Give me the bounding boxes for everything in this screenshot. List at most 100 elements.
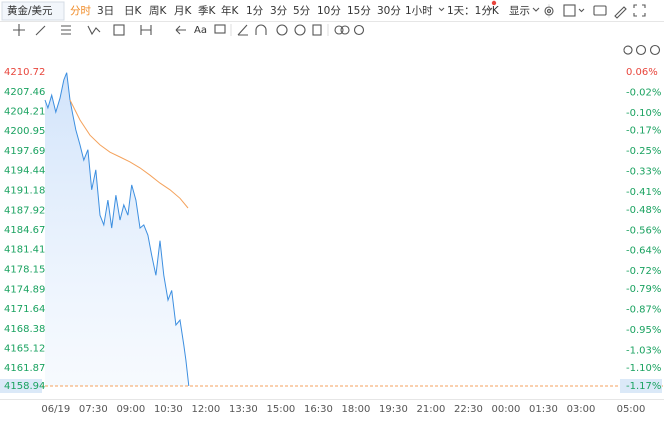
- y-tick-label: 4191.18: [4, 185, 45, 196]
- y-tick-label: 4207.46: [4, 87, 45, 98]
- hide-tool[interactable]: [294, 24, 306, 36]
- y2-tick-label: -0.87%: [626, 304, 661, 315]
- chevron[interactable]: [578, 8, 585, 13]
- x-tick-label: 13:30: [229, 404, 258, 415]
- x-tick-label: 15:00: [266, 404, 295, 415]
- y-tick-label: 4158.94: [4, 381, 45, 392]
- magnet-tool[interactable]: [255, 24, 267, 35]
- price-line: [44, 72, 190, 387]
- y2-tick-label: -0.33%: [626, 167, 661, 178]
- y2-tick-label: -0.10%: [626, 108, 661, 119]
- y-tick-label: 4168.38: [4, 324, 45, 335]
- y-tick-label: 4194.44: [4, 166, 45, 177]
- compare-tool[interactable]: [334, 25, 344, 35]
- period-tab[interactable]: 分时: [70, 5, 91, 17]
- x-tick-label: 06/19: [41, 404, 70, 415]
- y-tick-label: 4171.64: [4, 304, 45, 315]
- chevron[interactable]: [486, 7, 493, 12]
- period-tab[interactable]: 周K: [149, 5, 167, 17]
- channel-tool[interactable]: [61, 25, 71, 35]
- y-tick-label: 4197.69: [4, 146, 45, 157]
- fullscreen-icon[interactable]: [633, 4, 646, 17]
- period-tab[interactable]: 3分: [270, 5, 288, 17]
- last-pct-box: [620, 379, 662, 393]
- chart: 4210.72 4207.46 4204.21 4200.95 4197.69 4194.…: [0, 67, 664, 415]
- y2-tick-label: 0.06%: [626, 67, 658, 78]
- period-tab[interactable]: 30分: [377, 5, 401, 17]
- crosshair-tool[interactable]: [13, 24, 25, 36]
- y-tick-label: 4181.41: [4, 245, 45, 256]
- y2-tick-label: -0.95%: [626, 325, 661, 336]
- x-tick-label: 22:30: [454, 404, 483, 415]
- last-price-box: [0, 379, 42, 393]
- x-tick-label: 03:00: [567, 404, 596, 415]
- chevron[interactable]: [532, 7, 540, 12]
- compare-tool[interactable]: [340, 25, 350, 35]
- period-tab[interactable]: 15分: [347, 5, 371, 17]
- x-tick-label: 10:30: [154, 404, 183, 415]
- average-line: [69, 99, 189, 209]
- zoom-in[interactable]: [649, 44, 661, 56]
- x-tick-label: 21:00: [417, 404, 446, 415]
- measure-tool[interactable]: [140, 25, 152, 35]
- display-menu[interactable]: 显示: [509, 5, 530, 17]
- y-tick-label: 4161.87: [4, 363, 45, 374]
- y-tick-label: 4204.21: [4, 106, 45, 117]
- ruler-tool[interactable]: [237, 24, 248, 36]
- y-tick-label: 4178.15: [4, 265, 45, 276]
- layout-icon[interactable]: [563, 4, 576, 17]
- price-area: [45, 72, 189, 386]
- period-tab[interactable]: 1小时: [405, 5, 433, 17]
- period-tab[interactable]: 1分: [246, 5, 264, 17]
- y-tick-label: 4165.12: [4, 344, 45, 355]
- settings-icon[interactable]: [544, 6, 554, 16]
- period-tab[interactable]: 5分: [293, 5, 311, 17]
- y-tick-label: 4210.72: [4, 67, 45, 78]
- x-tick-label: 05:00: [617, 404, 646, 415]
- delete-tool[interactable]: [312, 24, 322, 36]
- pen-icon[interactable]: [614, 6, 627, 19]
- period-tab[interactable]: 月K: [174, 5, 192, 17]
- chart-settings[interactable]: [353, 24, 365, 36]
- period-tab[interactable]: 1天：1分K: [447, 5, 500, 17]
- undo-icon[interactable]: [623, 45, 633, 55]
- y-tick-label: 4184.67: [4, 225, 45, 236]
- y2-tick-label: -0.72%: [626, 266, 661, 277]
- period-tab[interactable]: 年K: [221, 4, 239, 17]
- y2-tick-label: -1.03%: [626, 345, 661, 356]
- period-tab[interactable]: 3日: [97, 5, 114, 17]
- y-tick-label: 4200.95: [4, 126, 45, 137]
- x-tick-label: 00:00: [492, 404, 521, 415]
- symbol[interactable]: 黄金/美元: [7, 4, 53, 17]
- zoom-out[interactable]: [635, 44, 647, 56]
- period-tab[interactable]: 10分: [317, 5, 341, 17]
- text-tool[interactable]: Aa: [194, 25, 207, 36]
- period-tab[interactable]: 季K: [198, 5, 216, 17]
- symbol-box[interactable]: [1, 1, 65, 21]
- y2-tick-label: -0.41%: [626, 187, 661, 198]
- arrow-tool[interactable]: [175, 25, 186, 35]
- lock-tool[interactable]: [276, 24, 288, 36]
- toolbar: 黄金/美元 显示 分时 3日 日K 周K 月K 季K 年K 1分 3分 5分 10分 15分 30分 1小…: [0, 0, 664, 22]
- y-tick-label: 4174.89: [4, 284, 45, 295]
- fib-tool[interactable]: [113, 24, 125, 36]
- y2-tick-label: -1.10%: [626, 363, 661, 374]
- x-tick-label: 19:30: [379, 404, 408, 415]
- line-tool[interactable]: [35, 25, 46, 36]
- y2-tick-label: -0.02%: [626, 87, 661, 98]
- y-tick-label: 4187.92: [4, 205, 45, 216]
- x-tick-label: 16:30: [304, 404, 333, 415]
- y2-tick-label: -0.25%: [626, 146, 661, 157]
- y2-tick-label: -1.17%: [626, 381, 661, 392]
- x-tick-label: 12:00: [191, 404, 220, 415]
- y2-tick-label: -0.17%: [626, 126, 661, 137]
- note-tool[interactable]: [214, 24, 226, 34]
- chevron[interactable]: [438, 7, 445, 12]
- period-tab[interactable]: 日K: [124, 5, 142, 17]
- pattern-tool[interactable]: [87, 25, 101, 36]
- y2-tick-label: -0.56%: [626, 225, 661, 236]
- camera-icon[interactable]: [593, 5, 607, 16]
- x-tick-label: 01:30: [529, 404, 558, 415]
- y2-tick-label: -0.48%: [626, 205, 661, 216]
